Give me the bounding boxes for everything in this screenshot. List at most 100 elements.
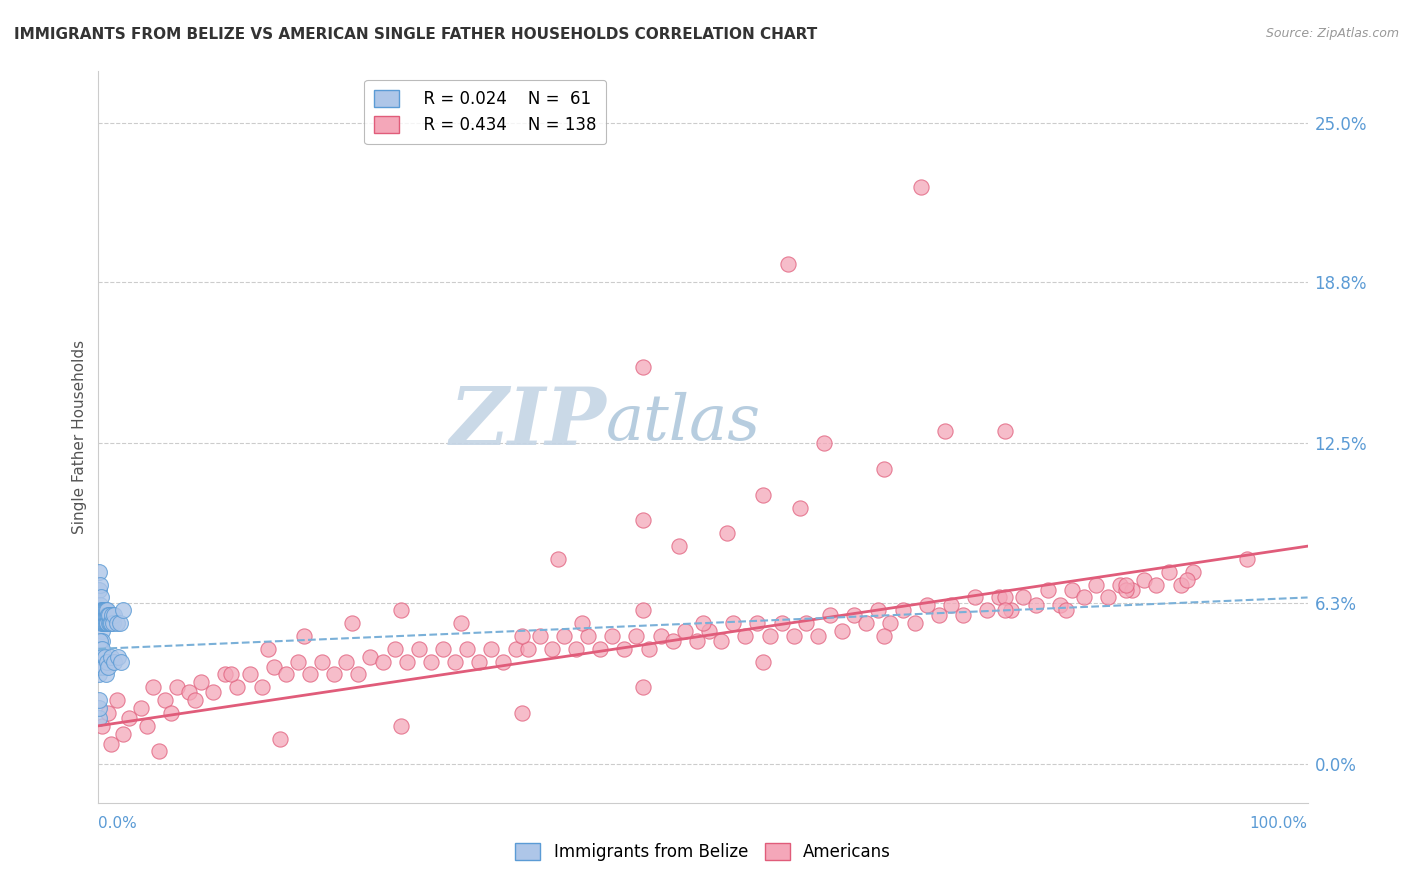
Americans — [988, 591, 1011, 605]
Americans — [1012, 591, 1035, 605]
Immigrants from Belize — [96, 655, 118, 669]
Americans — [1121, 582, 1143, 597]
Americans — [631, 514, 654, 528]
Americans — [1181, 565, 1204, 579]
Immigrants from Belize — [87, 711, 110, 725]
Americans — [263, 660, 285, 674]
Immigrants from Belize — [89, 634, 111, 648]
Immigrants from Belize — [91, 649, 114, 664]
Americans — [994, 603, 1017, 617]
Americans — [873, 462, 896, 476]
Text: 0.0%: 0.0% — [98, 815, 138, 830]
Immigrants from Belize — [111, 603, 134, 617]
Immigrants from Belize — [89, 582, 111, 597]
Americans — [1025, 598, 1047, 612]
Americans — [818, 608, 841, 623]
Immigrants from Belize — [90, 616, 112, 631]
Immigrants from Belize — [98, 608, 121, 623]
Americans — [299, 667, 322, 681]
Americans — [631, 681, 654, 695]
Immigrants from Belize — [87, 616, 110, 631]
Americans — [934, 424, 956, 438]
Immigrants from Belize — [89, 577, 111, 591]
Immigrants from Belize — [98, 616, 121, 631]
Americans — [873, 629, 896, 643]
Immigrants from Belize — [97, 616, 120, 631]
Americans — [292, 629, 315, 643]
Y-axis label: Single Father Households: Single Father Households — [72, 340, 87, 534]
Americans — [976, 603, 998, 617]
Immigrants from Belize — [97, 660, 120, 674]
Immigrants from Belize — [89, 598, 111, 612]
Immigrants from Belize — [87, 565, 110, 579]
Americans — [1146, 577, 1168, 591]
Americans — [662, 634, 685, 648]
Americans — [274, 667, 297, 681]
Immigrants from Belize — [94, 649, 117, 664]
Americans — [510, 629, 533, 643]
Americans — [891, 603, 914, 617]
Americans — [142, 681, 165, 695]
Americans — [97, 706, 120, 720]
Americans — [505, 641, 527, 656]
Immigrants from Belize — [94, 608, 117, 623]
Text: Source: ZipAtlas.com: Source: ZipAtlas.com — [1265, 27, 1399, 40]
Americans — [710, 634, 733, 648]
Americans — [100, 737, 122, 751]
Americans — [631, 359, 654, 374]
Immigrants from Belize — [89, 660, 111, 674]
Americans — [444, 655, 467, 669]
Americans — [91, 719, 114, 733]
Immigrants from Belize — [103, 608, 125, 623]
Americans — [135, 719, 157, 733]
Immigrants from Belize — [93, 660, 115, 674]
Americans — [1236, 552, 1258, 566]
Americans — [831, 624, 853, 638]
Americans — [1109, 577, 1132, 591]
Immigrants from Belize — [87, 667, 110, 681]
Americans — [226, 681, 249, 695]
Americans — [770, 616, 793, 631]
Immigrants from Belize — [96, 616, 118, 631]
Americans — [287, 655, 309, 669]
Immigrants from Belize — [107, 649, 129, 664]
Immigrants from Belize — [91, 616, 114, 631]
Legend: Immigrants from Belize, Americans: Immigrants from Belize, Americans — [509, 836, 897, 868]
Americans — [631, 603, 654, 617]
Americans — [1049, 598, 1071, 612]
Americans — [311, 655, 333, 669]
Immigrants from Belize — [90, 603, 112, 617]
Americans — [1175, 573, 1198, 587]
Americans — [335, 655, 357, 669]
Americans — [1036, 582, 1059, 597]
Americans — [1115, 577, 1137, 591]
Americans — [776, 257, 799, 271]
Americans — [360, 649, 382, 664]
Americans — [686, 634, 709, 648]
Americans — [129, 701, 152, 715]
Americans — [571, 616, 593, 631]
Immigrants from Belize — [91, 634, 114, 648]
Americans — [716, 526, 738, 541]
Americans — [952, 608, 974, 623]
Immigrants from Belize — [93, 616, 115, 631]
Americans — [481, 641, 503, 656]
Americans — [389, 603, 412, 617]
Americans — [879, 616, 901, 631]
Americans — [342, 616, 364, 631]
Americans — [1060, 582, 1083, 597]
Americans — [166, 681, 188, 695]
Immigrants from Belize — [97, 608, 120, 623]
Immigrants from Belize — [100, 649, 122, 664]
Americans — [673, 624, 696, 638]
Americans — [576, 629, 599, 643]
Americans — [994, 591, 1017, 605]
Text: 100.0%: 100.0% — [1250, 815, 1308, 830]
Americans — [1133, 573, 1156, 587]
Americans — [813, 436, 835, 450]
Americans — [516, 641, 538, 656]
Americans — [626, 629, 648, 643]
Americans — [160, 706, 183, 720]
Americans — [432, 641, 454, 656]
Immigrants from Belize — [94, 608, 117, 623]
